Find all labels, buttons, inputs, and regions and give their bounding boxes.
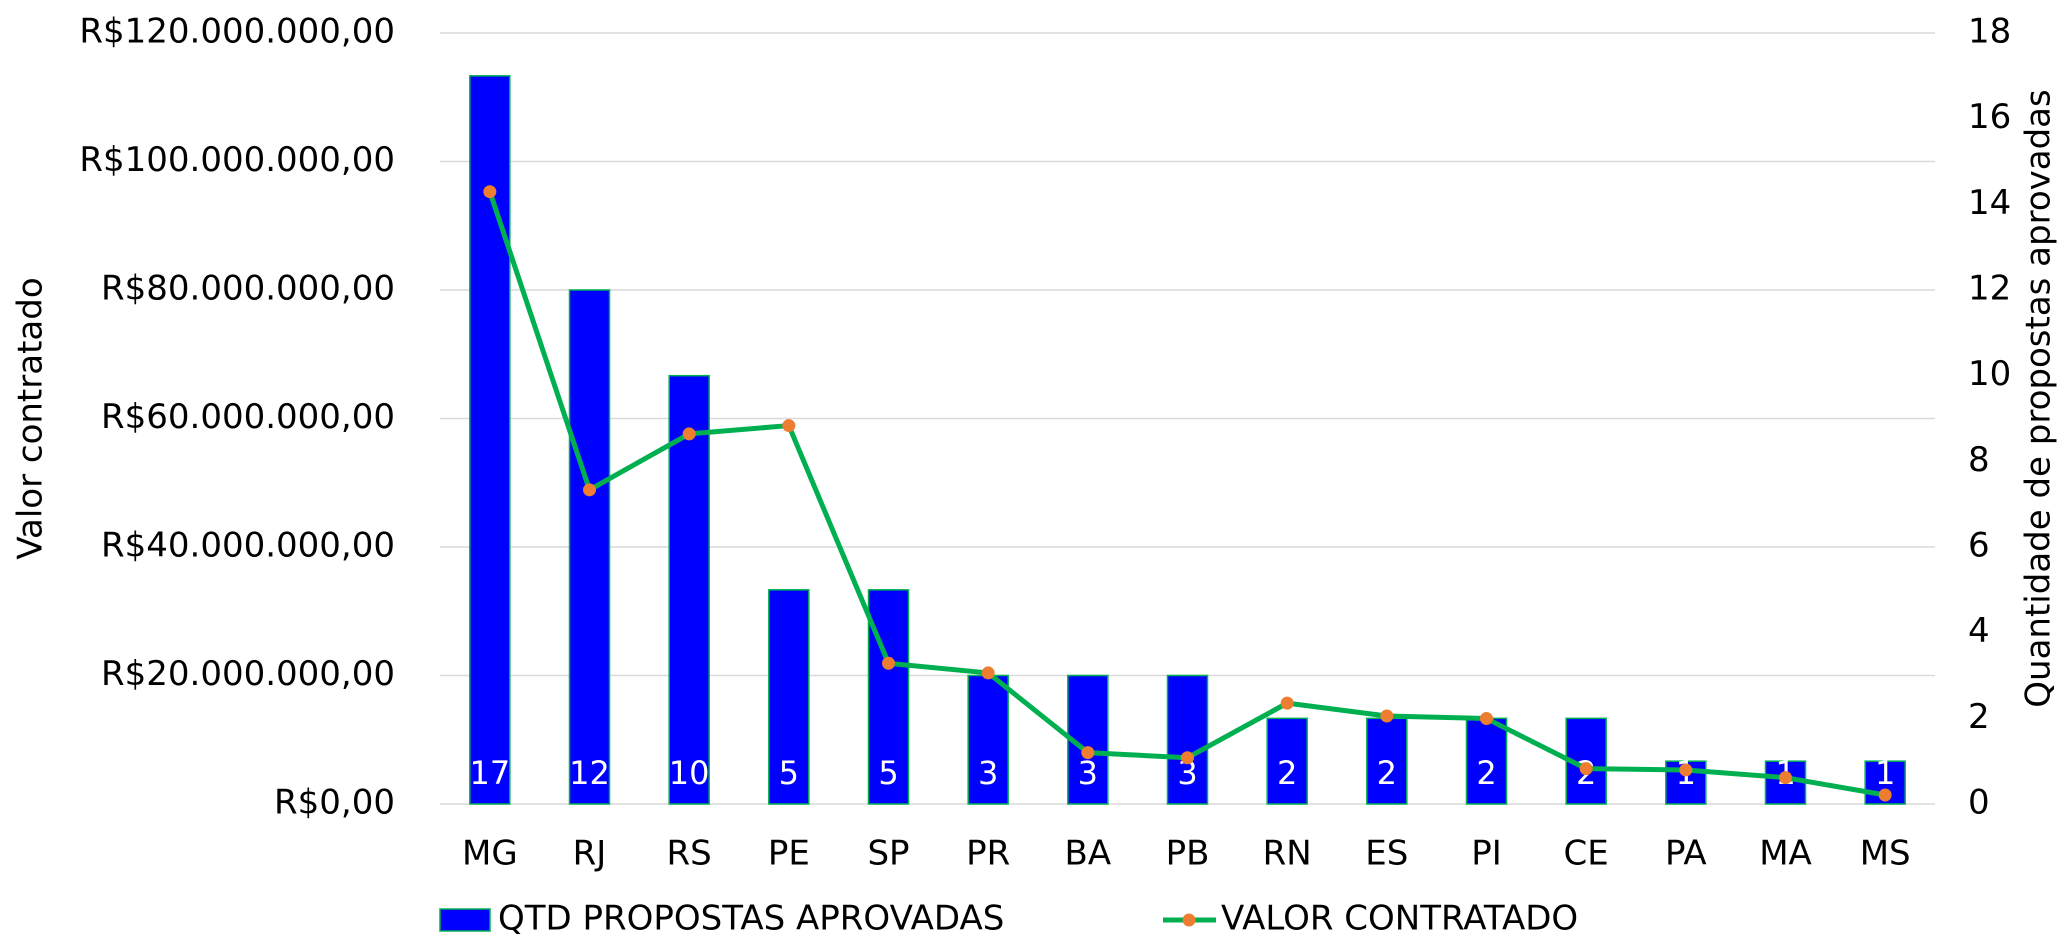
bar	[768, 589, 810, 805]
y2-tick-label: 0	[1968, 783, 1990, 823]
x-tick-label: RS	[667, 834, 712, 874]
y-tick-label: R$120.000.000,00	[79, 12, 395, 52]
bar	[967, 674, 1009, 805]
data-label: 1	[1875, 754, 1895, 792]
legend-marker	[1182, 913, 1196, 927]
marker	[682, 427, 696, 441]
marker	[1280, 696, 1294, 710]
x-tick-label: MA	[1759, 834, 1812, 874]
x-tick-label: RN	[1263, 834, 1312, 874]
data-label: 10	[669, 754, 710, 792]
marker	[782, 419, 796, 433]
legend-label: QTD PROPOSTAS APROVADAS	[498, 899, 1004, 939]
marker	[1579, 762, 1593, 776]
x-tick-label: PE	[768, 834, 810, 874]
x-tick-label: PI	[1471, 834, 1502, 874]
x-tick-label: MG	[462, 834, 518, 874]
x-tick-label: SP	[867, 834, 909, 874]
y-tick-label: R$20.000.000,00	[101, 654, 395, 694]
y-axis-title: Valor contratado	[11, 277, 51, 559]
data-label: 3	[1177, 754, 1197, 792]
y2-tick-label: 16	[1968, 97, 2011, 137]
x-tick-label: MS	[1860, 834, 1911, 874]
y-tick-label: R$0,00	[274, 783, 395, 823]
y2-tick-label: 4	[1968, 611, 1990, 651]
data-label: 17	[469, 754, 510, 792]
marker	[1380, 709, 1394, 723]
x-tick-label: RJ	[573, 834, 607, 874]
y2-tick-label: 8	[1968, 440, 1990, 480]
marker	[1181, 751, 1194, 765]
data-label: 3	[1078, 754, 1098, 792]
y2-tick-label: 6	[1968, 526, 1990, 566]
y2-axis-title: Quantidade de propostas aprovadas	[2019, 89, 2059, 707]
bar	[568, 289, 611, 805]
marker	[483, 185, 497, 199]
legend-swatch	[439, 908, 491, 932]
y2-tick-label: 10	[1968, 354, 2011, 394]
bar	[1366, 717, 1408, 805]
data-label: 5	[878, 754, 898, 792]
marker	[1878, 788, 1892, 802]
y2-tick-label: 2	[1968, 697, 1990, 737]
marker	[1679, 763, 1693, 777]
data-label: 2	[1377, 754, 1397, 792]
y-tick-label: R$80.000.000,00	[101, 269, 395, 309]
y-tick-label: R$100.000.000,00	[79, 140, 395, 180]
x-tick-label: ES	[1365, 834, 1408, 874]
y2-tick-label: 14	[1968, 183, 2011, 223]
marker	[583, 483, 596, 497]
x-tick-label: PR	[966, 834, 1010, 874]
x-tick-label: BA	[1065, 834, 1112, 874]
bar	[1465, 717, 1508, 805]
marker	[1081, 746, 1095, 760]
bar	[1166, 674, 1209, 805]
bar	[469, 75, 511, 805]
bar	[1266, 717, 1308, 805]
y-tick-label: R$40.000.000,00	[101, 526, 395, 566]
y2-tick-label: 18	[1968, 12, 2011, 52]
marker	[882, 656, 895, 670]
bar	[1864, 760, 1906, 805]
data-label: 2	[1277, 754, 1297, 792]
x-tick-label: PA	[1665, 834, 1707, 874]
data-label: 5	[779, 754, 799, 792]
legend-label: VALOR CONTRATADO	[1221, 899, 1578, 939]
data-label: 12	[569, 754, 610, 792]
marker	[1779, 771, 1792, 785]
y-tick-label: R$60.000.000,00	[101, 397, 395, 437]
y2-tick-label: 12	[1968, 269, 2011, 309]
marker	[1480, 712, 1493, 726]
data-label: 3	[978, 754, 998, 792]
x-tick-label: CE	[1564, 834, 1609, 874]
bar	[668, 374, 710, 805]
data-label: 2	[1476, 754, 1496, 792]
x-tick-label: PB	[1166, 834, 1210, 874]
marker	[981, 666, 995, 680]
